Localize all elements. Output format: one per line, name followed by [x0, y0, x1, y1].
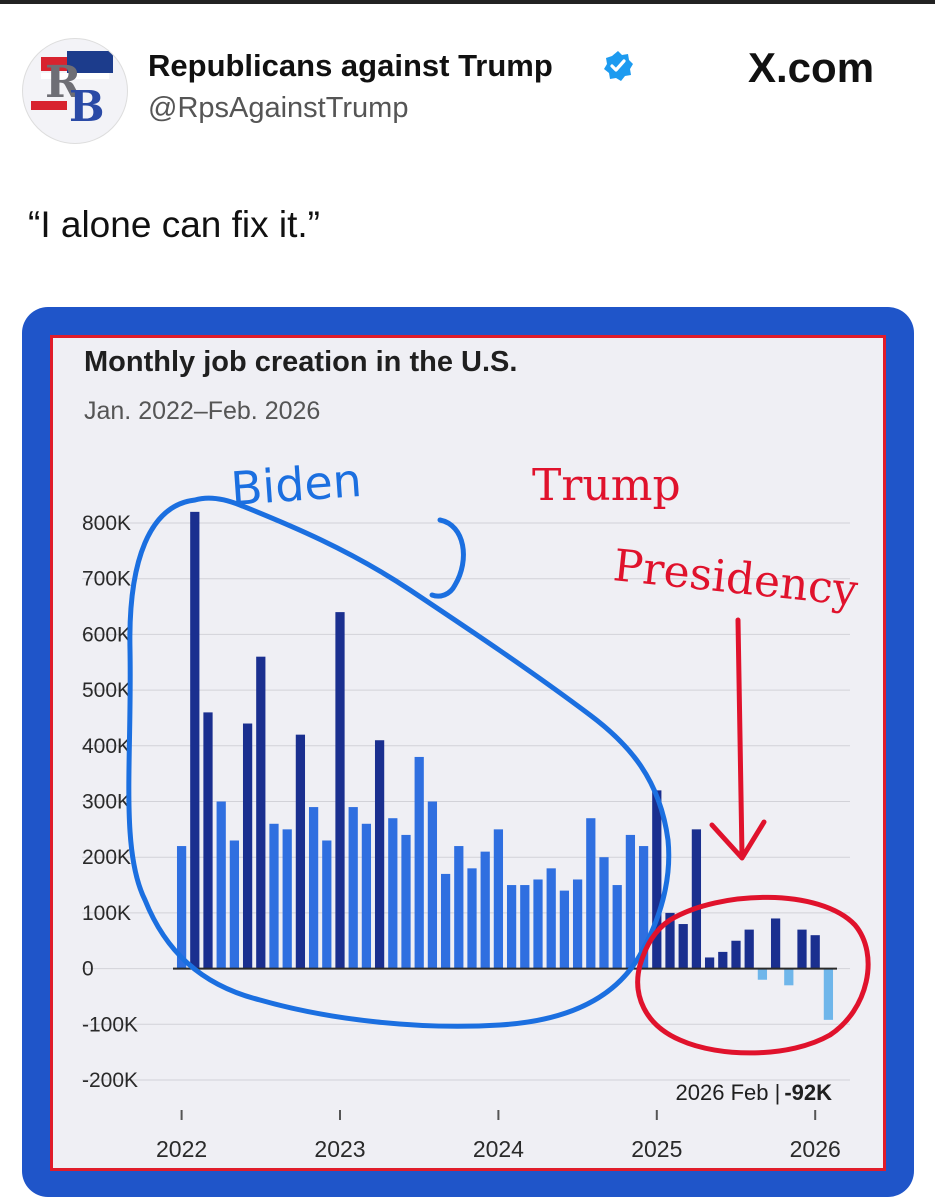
y-tick-label: 400K: [82, 735, 131, 758]
bar-2024-07: [572, 879, 583, 969]
bar-2026-01: [810, 935, 820, 969]
y-tick-label: 0: [82, 958, 94, 981]
bar-2022-01: [176, 846, 187, 969]
bar-2025-12: [797, 929, 807, 969]
bar-2026-02: [823, 968, 834, 1020]
bar-2022-06: [242, 723, 253, 969]
account-avatar[interactable]: R B: [22, 38, 128, 144]
bar-2025-09: [757, 968, 768, 980]
y-tick-label: -100K: [82, 1013, 138, 1036]
chart-subtitle: Jan. 2022–Feb. 2026: [84, 397, 321, 425]
bar-2023-07: [414, 756, 424, 969]
last-value-annotation: 2026 Feb | -92K: [676, 1080, 833, 1105]
bar-2025-04: [691, 829, 702, 969]
y-tick-label: 200K: [82, 846, 131, 869]
verified-badge-icon: [604, 51, 633, 81]
bar-2025-07: [731, 940, 741, 969]
source-label: X.com: [748, 44, 875, 91]
y-tick-label: 600K: [82, 623, 131, 646]
bar-2022-09: [282, 829, 292, 969]
x-tick-label: 2025: [631, 1136, 682, 1162]
bar-2022-11: [308, 807, 319, 969]
bar-2023-05: [388, 818, 398, 969]
x-axis-ticks: 2022 2023 2024 2025 2026: [156, 1110, 841, 1162]
bar-2024-08: [586, 818, 596, 969]
bar-2023-11: [467, 868, 477, 969]
y-tick-label: 100K: [82, 902, 131, 925]
x-tick-label: 2026: [790, 1136, 841, 1162]
account-handle[interactable]: @RpsAgainstTrump: [148, 92, 409, 124]
bar-2025-03: [678, 924, 688, 969]
bar-2022-10: [295, 734, 306, 969]
bar-2024-09: [599, 857, 609, 969]
y-tick-label: 500K: [82, 679, 131, 702]
account-name[interactable]: Republicans against Trump: [148, 48, 553, 83]
svg-text:B: B: [69, 82, 105, 131]
chart-title: Monthly job creation in the U.S.: [84, 346, 518, 378]
bar-2023-12: [480, 851, 490, 969]
bar-2024-01: [493, 829, 504, 969]
bar-2025-11: [784, 968, 794, 986]
x-tick-label: 2023: [314, 1136, 365, 1162]
bar-2025-06: [718, 951, 728, 969]
bar-2022-04: [216, 801, 226, 969]
top-divider: [0, 0, 935, 4]
y-tick-label: 700K: [82, 568, 131, 591]
bar-2024-03: [520, 885, 530, 969]
y-axis-ticks: 800K 700K 600K 500K 400K 300K 200K 100K 0 -100K -2…: [82, 512, 138, 1092]
bar-2025-10: [770, 918, 781, 969]
bar-2022-07: [256, 656, 266, 969]
annotation-prefix: 2026 Feb |: [676, 1080, 781, 1105]
bar-2023-06: [401, 834, 411, 969]
bar-2022-12: [322, 840, 332, 969]
biden-brace-scribble: [429, 517, 466, 599]
annotation-value: -92K: [784, 1080, 832, 1105]
y-tick-label: 800K: [82, 512, 131, 535]
trump-circle-scribble: [635, 894, 871, 1056]
x-tick-label: 2024: [473, 1136, 524, 1162]
bar-2023-04: [374, 740, 385, 969]
post-text: “I alone can fix it.”: [28, 204, 321, 245]
bar-2025-08: [744, 929, 754, 969]
presidency-label: Presidency: [611, 540, 861, 616]
biden-circle-scribble: [126, 495, 672, 1029]
bar-2025-02: [665, 912, 675, 969]
bar-2023-02: [348, 807, 358, 969]
bar-2022-02: [190, 511, 200, 969]
bar-2024-02: [506, 885, 517, 969]
trump-label: Trump: [532, 460, 681, 511]
bar-2024-05: [546, 868, 556, 969]
bar-2024-12: [638, 846, 649, 969]
bar-2024-11: [625, 834, 636, 969]
bar-2025-05: [704, 957, 715, 969]
bar-2024-06: [559, 890, 570, 969]
biden-label: Biden: [229, 453, 363, 516]
bar-2025-01: [652, 790, 662, 969]
x-tick-label: 2022: [156, 1136, 207, 1162]
bar-2023-08: [427, 801, 438, 969]
svg-text:R: R: [45, 57, 82, 108]
bar-2022-08: [269, 823, 279, 969]
trump-arrow-scribble: [709, 617, 767, 861]
bar-2024-04: [533, 879, 543, 969]
rb-logo-icon: R B: [31, 51, 113, 131]
y-tick-label: 300K: [82, 791, 131, 814]
chart-panel: [50, 335, 886, 1171]
y-tick-label: -200K: [82, 1069, 138, 1092]
bar-2023-01: [335, 612, 345, 969]
bars: [176, 511, 834, 1020]
bar-2023-09: [440, 873, 451, 969]
bar-2024-10: [612, 885, 622, 969]
bar-2022-03: [203, 712, 213, 969]
bar-2022-05: [229, 840, 240, 969]
bar-2023-03: [361, 823, 372, 969]
bar-2023-10: [454, 846, 464, 969]
